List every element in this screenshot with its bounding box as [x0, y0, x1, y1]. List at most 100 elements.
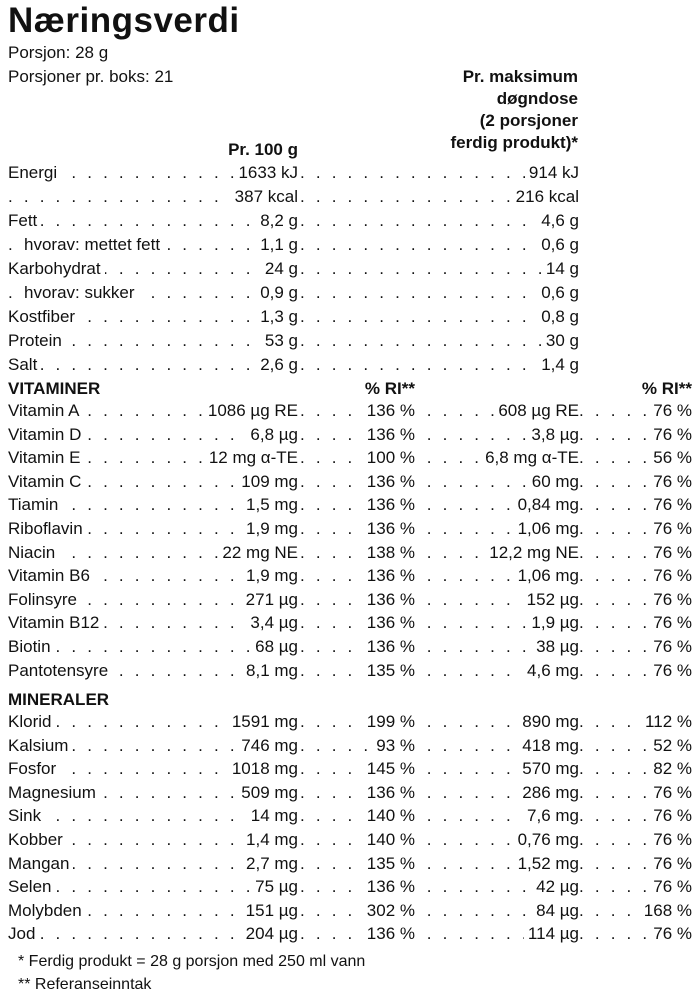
table-row: . . . . . . . . . . . . . . . . . . . . …	[0, 611, 700, 634]
nutrient-label: Energi	[8, 161, 268, 184]
ri-per-100g-text: 135 %	[362, 853, 415, 873]
value-max-dose-text: 418 mg	[518, 735, 579, 755]
table-row: . . . . . . . . . . . . . . . . . . . . …	[0, 161, 700, 184]
value-max-dose: 286 mg	[415, 781, 579, 804]
ri-per-100g: 136 %	[300, 588, 415, 611]
nutrient-label-text: hvorav: mettet fett	[24, 235, 165, 254]
value-per-100g: 8,2 g	[8, 209, 298, 232]
ri-max-dose: 76 %	[579, 399, 692, 422]
dot-leader: . . . . . . . . . . . . . . . . . . . . …	[300, 187, 579, 206]
value-per-100g-text: 75 µg	[251, 877, 298, 897]
ri-max-dose-text: 76 %	[649, 401, 692, 420]
ri-per-100g: 136 %	[300, 781, 415, 804]
nutrient-label: Riboflavin	[8, 517, 268, 540]
value-max-dose-text: 4,6 g	[537, 211, 579, 230]
nutrient-label: Biotin	[8, 635, 268, 658]
per-100g-header: Pr. 100 g	[228, 140, 298, 159]
value-max-dose-text: 30 g	[541, 331, 579, 350]
value-per-100g-text: 53 g	[260, 331, 298, 350]
nutrient-label-text: Klorid	[8, 712, 56, 731]
dot-leader: . . . . . . . . . . . . . . . . . . . . …	[8, 877, 298, 897]
value-max-dose-text: 570 mg	[518, 759, 579, 779]
ri-per-100g-text: 136 %	[362, 613, 415, 633]
ri-per-100g: 136 %	[300, 493, 415, 516]
ri-max-dose-text: 76 %	[649, 566, 692, 586]
nutrient-label-text: Folinsyre	[8, 589, 81, 609]
value-per-100g: 1591 mg	[8, 710, 298, 733]
nutrient-label: Tiamin	[8, 493, 268, 516]
dot-leader: . . . . . . . . . . . . . . . . . . . . …	[300, 163, 579, 182]
value-per-100g-text: 1,1 g	[256, 235, 298, 254]
nutrient-label-text: Sink	[8, 806, 46, 826]
value-per-100g: 151 µg	[8, 899, 298, 922]
ri-per-100g-text: 93 %	[372, 735, 415, 755]
nutrient-label: Fett	[8, 209, 268, 232]
value-max-dose-text: 6,8 mg α-TE	[481, 448, 579, 468]
ri-per-100g: 138 %	[300, 541, 415, 564]
value-max-dose: 1,52 mg	[415, 852, 579, 875]
ri-max-dose: 76 %	[579, 828, 692, 851]
value-max-dose-text: 1,4 g	[537, 355, 579, 374]
ri-per-100g-text: 145 %	[362, 759, 415, 779]
value-max-dose-text: 1,06 mg	[513, 566, 579, 586]
ri-max-dose-text: 76 %	[649, 877, 692, 897]
ri-max-dose-text: 76 %	[649, 589, 692, 609]
table-row: . . . . . . . . . . . . . . . . . . . . …	[0, 828, 700, 851]
table-row: . . . . . . . . . . . . . . . . . . . . …	[0, 329, 700, 352]
value-max-dose-text: 0,84 mg	[513, 495, 579, 515]
dot-leader: . . . . . . . . . . . . . . . . . . . . …	[8, 806, 298, 826]
table-row: . . . . . . . . . . . . . . . . . . . . …	[0, 233, 700, 256]
value-per-100g: 271 µg	[8, 588, 298, 611]
dot-leader: . . . . . . . . . . . . . . . . . . . . …	[8, 187, 298, 206]
nutrient-label: hvorav: sukker	[24, 281, 284, 304]
footnote-finished-product: * Ferdig produkt = 28 g porsjon med 250 …	[18, 953, 366, 970]
nutrient-label: Klorid	[8, 710, 268, 733]
value-max-dose: 7,6 mg	[415, 804, 579, 827]
nutrient-label-text: Vitamin E	[8, 448, 85, 468]
table-row: . . . . . . . . . . . . . . . . . . . . …	[0, 899, 700, 922]
value-per-100g-text: 3,4 µg	[246, 613, 298, 633]
ri-max-dose: 112 %	[579, 710, 692, 733]
nutrient-label-text: Mangan	[8, 853, 74, 873]
ri-max-dose: 76 %	[579, 517, 692, 540]
ri-max-dose: 76 %	[579, 564, 692, 587]
table-row: . . . . . . . . . . . . . . . . . . . . …	[0, 399, 700, 422]
portions-per-box: Porsjoner pr. boks: 21	[8, 67, 174, 86]
ri-per-100g: 302 %	[300, 899, 415, 922]
table-row: . . . . . . . . . . . . . . . . . . . . …	[0, 493, 700, 516]
ri-per-100g-text: 140 %	[362, 830, 415, 849]
nutrient-label: Vitamin D	[8, 423, 268, 446]
table-row: . . . . . . . . . . . . . . . . . . . . …	[0, 281, 700, 304]
nutrient-label-text: Kobber	[8, 830, 67, 849]
value-per-100g: 75 µg	[8, 875, 298, 898]
nutrient-label-text: Karbohydrat	[8, 259, 105, 278]
value-max-dose: 1,06 mg	[415, 564, 579, 587]
nutrient-label: Vitamin B12	[8, 611, 268, 634]
ri-per-100g-text: 136 %	[362, 471, 415, 491]
ri-max-dose: 56 %	[579, 446, 692, 469]
value-per-100g-text: 1,3 g	[256, 307, 298, 326]
ri-per-100g: 136 %	[300, 635, 415, 658]
dot-leader: . . . . . . . . . . . . . . . . . . . . …	[300, 235, 579, 254]
value-per-100g-text: 109 mg	[237, 471, 298, 491]
nutrient-label-text: Magnesium	[8, 782, 100, 802]
ri-per-100g-text: 136 %	[362, 566, 415, 586]
value-per-100g-text: 1633 kJ	[234, 163, 298, 182]
ri-per-100g: 136 %	[300, 611, 415, 634]
value-per-100g-text: 24 g	[260, 259, 298, 278]
ri-per-100g: 100 %	[300, 446, 415, 469]
value-max-dose: 3,8 µg	[415, 423, 579, 446]
table-row: . . . . . . . . . . . . . . . . . . . . …	[0, 209, 700, 232]
nutrient-label-text: Vitamin D	[8, 424, 86, 444]
ri-per-100g-text: 136 %	[362, 589, 415, 609]
value-per-100g-text: 746 mg	[237, 735, 298, 755]
value-per-100g: 1,9 mg	[8, 517, 298, 540]
ri-max-dose: 76 %	[579, 423, 692, 446]
value-per-100g: 2,6 g	[8, 353, 298, 376]
nutrient-label-text: Jod	[8, 924, 40, 944]
value-per-100g: 387 kcal	[8, 185, 298, 208]
value-max-dose: 4,6 mg	[415, 659, 579, 682]
dot-leader: . . . . . . . . . . . . . . . . . . . . …	[300, 355, 579, 374]
dot-leader: . . . . . . . . . . . . . . . . . . . . …	[300, 735, 579, 755]
table-row: . . . . . . . . . . . . . . . . . . . . …	[0, 564, 700, 587]
